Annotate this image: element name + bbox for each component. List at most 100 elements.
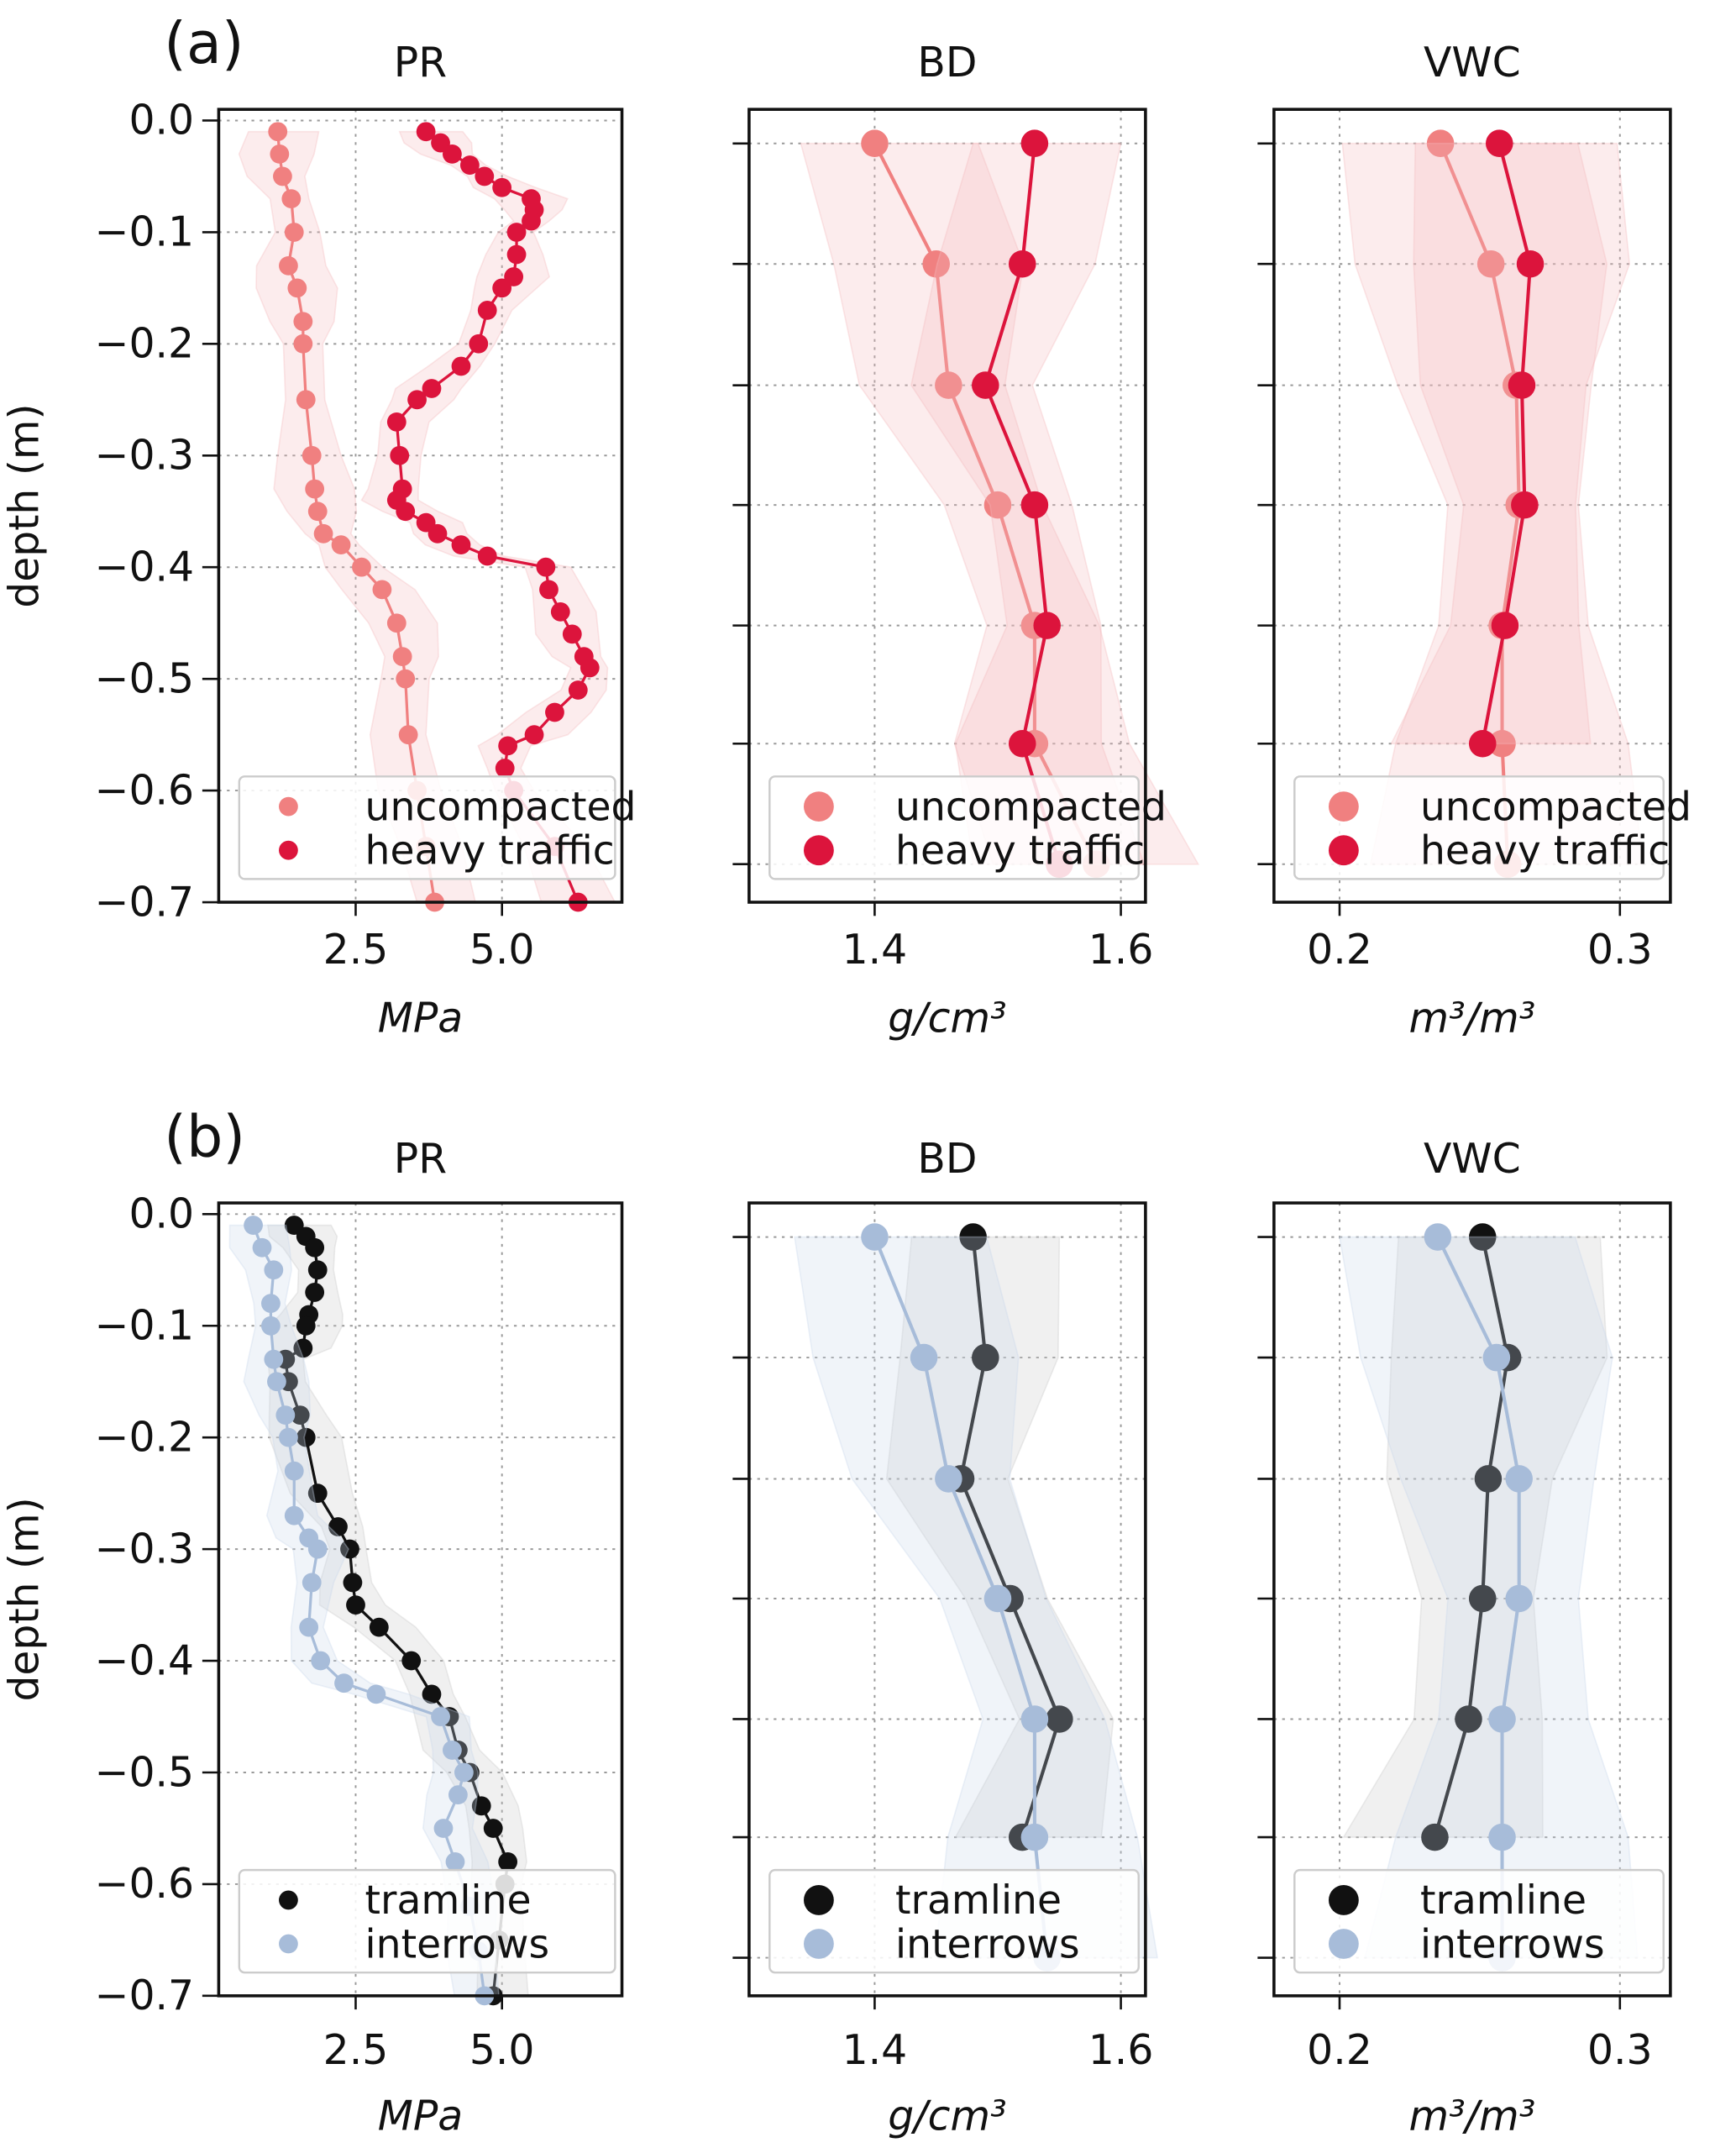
data-point (861, 129, 889, 157)
data-point (477, 546, 497, 566)
data-point (1488, 1705, 1516, 1733)
data-point (1455, 1705, 1482, 1733)
legend-marker-interrows (1328, 1929, 1359, 1959)
data-point (983, 491, 1012, 519)
data-point (396, 669, 416, 689)
uncertainty-band (794, 1236, 1159, 1959)
x-tick-label: 5.0 (469, 926, 535, 974)
data-point (252, 1237, 272, 1258)
data-point (1468, 729, 1497, 758)
data-point (1020, 129, 1049, 157)
data-point (313, 523, 333, 544)
x-axis-label: MPa (378, 995, 463, 1042)
legend-box (768, 775, 1140, 880)
legend-marker-uncompacted (279, 796, 298, 817)
series-line-tramline (1433, 1237, 1510, 1838)
data-point (545, 702, 564, 722)
data-point (281, 189, 302, 209)
data-point (311, 1651, 331, 1671)
data-point (568, 680, 588, 700)
x-axis-label: m³/m³ (1409, 995, 1536, 1042)
data-point (296, 1427, 316, 1447)
data-point (492, 278, 512, 298)
panel-label-b: (b) (164, 1105, 245, 1171)
legend-label: uncompacted (895, 784, 1167, 830)
y-axis-label: depth (m) (1, 1497, 49, 1701)
legend-label: uncompacted (1420, 784, 1691, 830)
legend-marker-interrows (804, 1929, 834, 1959)
x-tick-label: 1.4 (842, 2026, 908, 2074)
panel-title: PR (394, 1135, 447, 1183)
data-point (422, 379, 442, 398)
legend-box (768, 1868, 1140, 1974)
data-point (498, 736, 518, 756)
x-tick-label: 1.6 (1088, 2026, 1154, 2074)
legend-marker-interrows (279, 1934, 298, 1954)
y-tick-label: −0.6 (95, 766, 195, 814)
data-point (471, 1796, 491, 1816)
legend-marker-uncompacted (1328, 791, 1359, 822)
y-tick-label: −0.6 (95, 1860, 195, 1908)
data-point (522, 211, 541, 231)
data-point (1046, 1705, 1073, 1733)
data-point (307, 1260, 328, 1280)
data-point (296, 390, 316, 410)
axes-frame (217, 1201, 624, 1998)
data-point (275, 1405, 296, 1425)
legend-marker-heavy-traffic (804, 835, 834, 866)
x-axis-label: g/cm³ (888, 2092, 1006, 2140)
data-point (369, 1617, 389, 1637)
data-point (261, 1315, 281, 1336)
data-point (307, 1539, 328, 1559)
data-point (307, 1483, 328, 1504)
data-point (293, 1338, 313, 1358)
y-tick-label: −0.5 (95, 654, 195, 702)
data-point (454, 1762, 474, 1783)
y-tick-label: 0.0 (128, 97, 194, 144)
data-point (366, 1684, 386, 1704)
data-point (372, 580, 392, 600)
data-point (264, 1260, 284, 1280)
data-point (459, 155, 480, 175)
data-point (352, 557, 371, 577)
legend-box (238, 1868, 616, 1974)
data-point (1008, 729, 1036, 758)
y-tick-label: −0.7 (95, 878, 195, 926)
data-point (299, 1617, 319, 1637)
panel-title: BD (917, 1135, 977, 1183)
data-point (445, 1851, 465, 1872)
data-point (1482, 1343, 1511, 1372)
data-point (293, 312, 313, 332)
x-axis-label: MPa (378, 2092, 463, 2140)
y-tick-label: −0.4 (95, 543, 195, 591)
data-point (331, 535, 351, 555)
data-point (1424, 1223, 1452, 1251)
data-point (343, 1573, 363, 1593)
data-point (477, 301, 497, 320)
data-point (340, 1539, 359, 1559)
legend-marker-tramline (279, 1890, 298, 1910)
data-point (392, 647, 412, 666)
data-point (580, 658, 600, 678)
data-point (1505, 1465, 1533, 1493)
data-point (451, 535, 471, 555)
data-point (1468, 1223, 1497, 1251)
y-tick-label: 0.0 (128, 1190, 194, 1238)
axes-frame (217, 108, 624, 904)
data-point (305, 1283, 325, 1302)
data-point (279, 1427, 298, 1447)
data-point (483, 1819, 503, 1838)
legend-label: tramline (895, 1877, 1062, 1924)
data-point (536, 557, 556, 577)
data-point (1488, 1823, 1516, 1851)
y-tick-label: −0.5 (95, 1748, 195, 1796)
data-point (293, 333, 313, 354)
data-point (296, 1315, 316, 1336)
data-point (443, 144, 462, 164)
